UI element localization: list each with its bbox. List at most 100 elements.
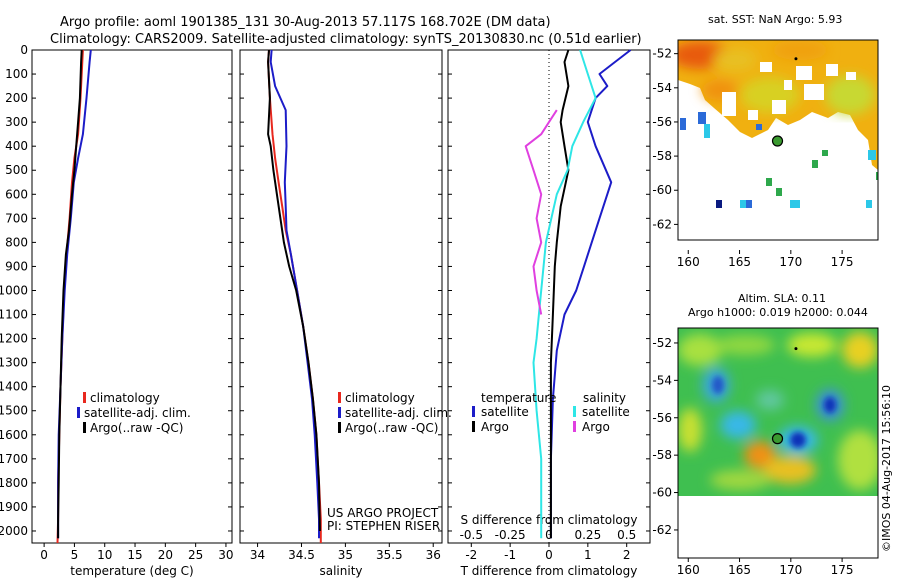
y-tick-label: -54: [652, 373, 672, 387]
header-line1: Argo profile: aoml 1901385_131 30-Aug-20…: [60, 15, 551, 30]
x-axis-label: T difference from climatology: [460, 564, 638, 578]
y-tick-label: -62: [652, 217, 672, 231]
sla-map-title: Altim. SLA: 0.11: [738, 292, 826, 305]
sla-map: [678, 328, 878, 496]
y-tick-label: -58: [652, 149, 672, 163]
y-tick-label: -54: [652, 81, 672, 95]
legend-swatch-temp-satellite: [472, 406, 475, 417]
sst-map-title: sat. SST: NaN Argo: 5.93: [708, 13, 842, 26]
y-tick-label: -56: [652, 115, 672, 129]
x-tick-label: 0: [40, 548, 48, 562]
x-tick-label: 30: [218, 548, 233, 562]
legend-label-argo: Argo(..raw -QC): [90, 421, 183, 435]
legend-label-satellite: satellite-adj. clim.: [84, 406, 191, 420]
series-line: [549, 49, 632, 539]
x-tick-label: 170: [779, 563, 802, 577]
x-axis-label: temperature (deg C): [70, 564, 193, 578]
legend-temperature-heading: temperature: [481, 391, 556, 405]
x-tick-label: 165: [728, 255, 751, 269]
y-tick-label: 800: [5, 235, 28, 249]
x-tick-label: 2: [623, 548, 631, 562]
x-tick-label: 35: [338, 548, 353, 562]
y-tick-label: -62: [652, 523, 672, 537]
x-tick-label: -2: [465, 548, 477, 562]
credit-line1: US ARGO PROJECT: [327, 506, 439, 520]
x-tick-label: 160: [677, 563, 700, 577]
x-tick-label: 170: [779, 255, 802, 269]
legend-swatch-temp-argo: [472, 421, 475, 432]
x2-tick-label: 0.25: [574, 528, 601, 542]
plot-frame: [447, 49, 651, 544]
x-tick-label: 34: [250, 548, 265, 562]
sla-map-frame: [677, 327, 879, 559]
y-tick-label: 100: [5, 67, 28, 81]
sla-map-axes: 160 165 170 175 -52 -54 -56 -58 -60 -62: [652, 336, 853, 577]
plot-frame: [239, 49, 443, 544]
y-tick-label: 1700: [0, 452, 28, 466]
sst-map-frame: [677, 39, 879, 241]
series-line: [267, 49, 321, 532]
argo-position-marker: [771, 135, 784, 147]
x-tick-label: 165: [728, 563, 751, 577]
legend-swatch-satellite: [338, 407, 341, 418]
legend-swatch-climatology: [83, 392, 86, 403]
y-tick-label: -52: [652, 47, 672, 61]
y-tick-label: -60: [652, 486, 672, 500]
x2-tick-label: -0.25: [495, 528, 526, 542]
legend-salinity: climatology satellite-adj. clim. Argo(..…: [338, 391, 452, 435]
legend-swatch-climatology: [338, 392, 341, 403]
x-tick-label: 34.5: [288, 548, 315, 562]
x-tick-label: 5: [71, 548, 79, 562]
legend-label-sal-argo: Argo: [582, 420, 610, 434]
x-tick-label: 175: [831, 255, 854, 269]
y-tick-label: 1800: [0, 476, 28, 490]
series-line: [549, 49, 570, 539]
y-tick-label: 300: [5, 115, 28, 129]
x-tick-label: 35.5: [376, 548, 403, 562]
legend-swatch-sal-satellite: [573, 406, 576, 417]
y-tick-label: -56: [652, 411, 672, 425]
y-tick-label: 400: [5, 139, 28, 153]
small-marker: [794, 57, 798, 61]
x-tick-label: 0: [545, 548, 553, 562]
y-tick-label: 500: [5, 163, 28, 177]
legend-label-climatology: climatology: [345, 391, 415, 405]
y-tick-label: 700: [5, 211, 28, 225]
series-line: [532, 49, 597, 539]
small-marker: [794, 347, 798, 351]
y-tick-label: 1100: [0, 308, 28, 322]
x2-tick-label: -0.5: [460, 528, 483, 542]
x-tick-label: 160: [677, 255, 700, 269]
x-tick-label: 20: [158, 548, 173, 562]
x-tick-label: 1: [584, 548, 592, 562]
y-tick-label: 1900: [0, 500, 28, 514]
y-tick-label: -52: [652, 336, 672, 350]
watermark: ©IMOS 04-Aug-2017 15:56:10: [880, 385, 893, 552]
x2-axis-label: S difference from climatology: [461, 513, 638, 527]
legend-swatch-argo: [338, 422, 341, 433]
y-tick-label: 1500: [0, 404, 28, 418]
legend-swatch-argo: [83, 422, 86, 433]
x-tick-label: 175: [831, 563, 854, 577]
y-tick-label: 1400: [0, 380, 28, 394]
y-tick-label: 900: [5, 259, 28, 273]
series-line: [56, 49, 84, 544]
y-tick-label: 2000: [0, 524, 28, 538]
legend-label-sal-satellite: satellite: [582, 405, 630, 419]
x-tick-label: 36: [426, 548, 441, 562]
sst-map-axes: 160 165 170 175 -52 -54 -56 -58 -60 -62: [652, 47, 853, 269]
legend-difference: temperature salinity satellite Argo sate…: [472, 391, 630, 434]
legend-swatch-satellite: [77, 407, 80, 418]
legend-swatch-sal-argo: [573, 421, 576, 432]
argo-position-marker: [771, 433, 784, 445]
y-tick-label: -60: [652, 183, 672, 197]
y-tick-label: 200: [5, 91, 28, 105]
y-tick-label: 600: [5, 187, 28, 201]
y-tick-label: 1600: [0, 428, 28, 442]
salinity-panel: 34 34.5 35 35.5 36 salinity: [239, 49, 443, 578]
y-tick-label: 1300: [0, 356, 28, 370]
legend-label-temp-argo: Argo: [481, 420, 509, 434]
legend-salinity-heading: salinity: [583, 391, 626, 405]
legend-temperature: climatology satellite-adj. clim. Argo(..…: [77, 391, 191, 435]
credit-line2: PI: STEPHEN RISER: [327, 519, 440, 533]
